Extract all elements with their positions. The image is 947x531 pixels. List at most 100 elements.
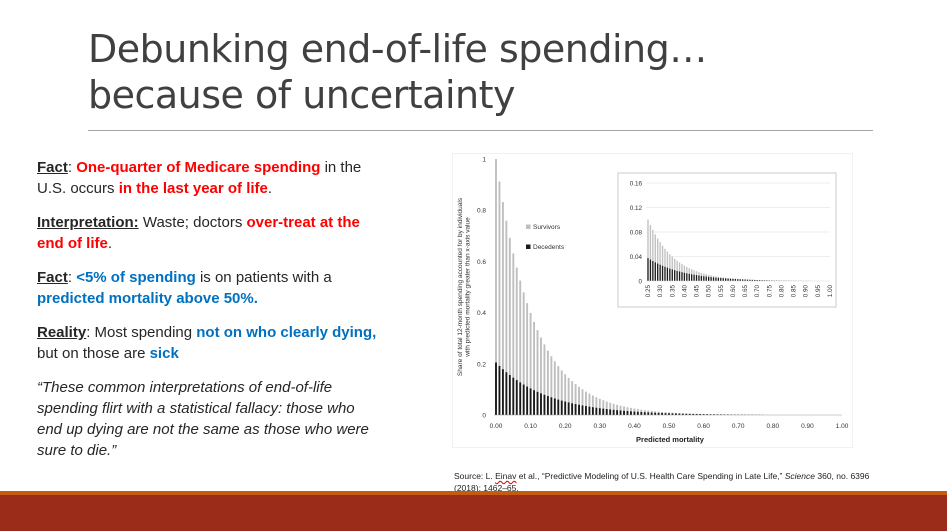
highlight-red: over-treat at the end of life (37, 214, 360, 252)
bar-decedents (609, 409, 612, 415)
bar-decedents (526, 386, 529, 415)
bar-decedents (719, 414, 722, 415)
inset-bar-decedents (712, 277, 715, 281)
bar-decedents (713, 414, 715, 415)
title-divider (88, 130, 873, 131)
inset-bar-survivors (649, 224, 652, 260)
bar-survivors (588, 393, 591, 407)
label-fact: Fact (37, 269, 68, 286)
bar-decedents (699, 414, 702, 415)
inset-bar-survivors (659, 242, 661, 265)
inset-bar-decedents (737, 279, 739, 281)
bar-decedents (522, 384, 525, 415)
inset-bar-survivors (671, 256, 673, 270)
inset-bar-survivors (647, 219, 649, 259)
label-reality: Reality (37, 324, 87, 341)
inset-bar-decedents (766, 280, 768, 281)
inset-y-tick-label: 0.16 (630, 180, 643, 187)
bar-survivors (574, 384, 577, 405)
x-tick-label: 0.10 (524, 423, 537, 430)
inset-bar-decedents (741, 279, 744, 281)
inset-bar-decedents (700, 275, 703, 281)
inset-bar-decedents (698, 275, 700, 281)
inset-bar-decedents (705, 276, 707, 281)
quote: “These common interpretations of end-of-… (37, 379, 369, 459)
inset-bar-survivors (676, 260, 678, 271)
inset-x-tick-label: 0.65 (742, 285, 749, 298)
x-tick-label: 0.50 (663, 423, 676, 430)
bar-decedents (702, 414, 705, 415)
inset-bar-decedents (729, 278, 732, 281)
bar-survivors (546, 350, 549, 397)
bar-survivors (567, 377, 570, 403)
inset-bar-survivors (700, 272, 703, 276)
bar-survivors (550, 356, 553, 398)
bar-decedents (560, 400, 563, 415)
inset-bar-survivors (717, 276, 720, 278)
inset-bar-decedents (708, 276, 710, 281)
inset-x-tick-label: 0.50 (706, 285, 713, 298)
x-tick-label: 0.60 (697, 423, 710, 430)
inset-bar-decedents (664, 266, 666, 281)
bar-decedents (501, 369, 504, 415)
bar-decedents (695, 413, 698, 415)
inset-bar-decedents (686, 273, 688, 281)
highlight-blue: <5% of spending (76, 269, 196, 286)
highlight-blue: predicted mortality above 50%. (37, 290, 258, 307)
inset-bar-decedents (693, 274, 695, 281)
inset-bar-decedents (763, 280, 766, 281)
inset-bar-decedents (661, 265, 664, 281)
bar-survivors (536, 330, 539, 392)
bar-decedents (567, 402, 570, 415)
source-citation: Source: L. Einav et al., “Predictive Mod… (454, 471, 870, 493)
y-tick-label: 0.8 (477, 208, 486, 215)
inset-bar-decedents (676, 270, 678, 281)
bar-survivors (581, 389, 584, 406)
inset-bar-survivors (710, 275, 712, 278)
inset-bar-survivors (657, 238, 659, 264)
x-tick-label: 0.70 (732, 423, 745, 430)
inset-bar-survivors (691, 269, 693, 275)
chart-svg: 0.00 0.10 0.20 0.30 0.40 0.50 0.60 0.70 0.80 0.90… (451, 152, 854, 449)
bar-decedents (591, 407, 594, 415)
bar-survivors (616, 404, 619, 411)
x-tick-label: 1.00 (836, 423, 849, 430)
x-tick-label: 0.90 (801, 423, 814, 430)
inset-bar-decedents (703, 276, 705, 281)
inset-bar-decedents (768, 280, 770, 281)
inset-bar-decedents (749, 279, 751, 281)
x-axis-label: Predicted mortality (636, 435, 705, 444)
inset-bar-decedents (727, 278, 729, 281)
inset-x-tick-label: 0.55 (718, 285, 725, 298)
inset-bar-decedents (649, 259, 652, 281)
bar-decedents (543, 394, 546, 415)
inset-bar-survivors (678, 262, 681, 272)
inset-bar-decedents (671, 269, 673, 281)
bar-survivors (540, 337, 542, 394)
bar-decedents (647, 412, 650, 415)
inset-y-tick-label: 0.12 (630, 205, 643, 212)
inset-bar-decedents (773, 280, 775, 281)
bar-survivors (578, 386, 580, 405)
inset-bar-survivors (688, 268, 690, 274)
inset-bar-survivors (698, 272, 700, 276)
footer-accent (0, 491, 947, 495)
inset-bar-decedents (710, 277, 712, 281)
slide-title-line1: Debunking end-of-life spending… (88, 27, 707, 71)
bar-survivors (508, 237, 511, 376)
inset-bar-decedents (674, 270, 676, 281)
inset-bar-decedents (681, 272, 683, 281)
highlight-blue: sick (149, 345, 179, 362)
bar-survivors (553, 361, 556, 399)
inset-y-tick-label: 0.08 (630, 229, 643, 236)
bar-decedents (508, 375, 511, 415)
bar-decedents (546, 396, 549, 415)
bar-survivors (533, 321, 536, 391)
inset-bar-decedents (691, 274, 693, 281)
bar-decedents (709, 414, 712, 415)
bar-decedents (519, 382, 522, 415)
y-tick-label: 1 (482, 157, 486, 164)
bar-decedents (533, 390, 536, 415)
point-reality: Reality: Most spending not on who clearl… (37, 324, 377, 362)
bar-decedents (571, 403, 574, 415)
